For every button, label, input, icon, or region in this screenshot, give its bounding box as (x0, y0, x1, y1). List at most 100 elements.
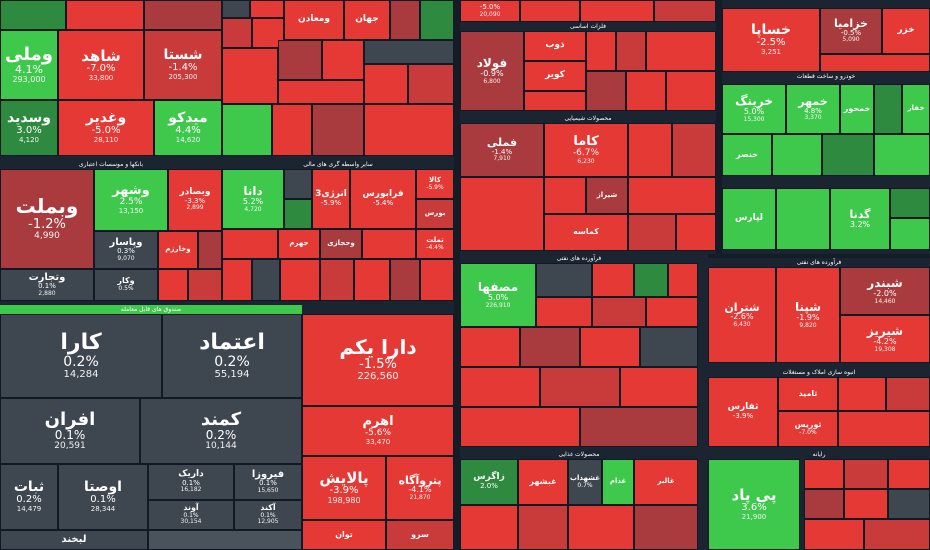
tile-palayesh[interactable]: پالایش -3.9% 198,980 (302, 456, 386, 520)
tile-small[interactable] (890, 188, 930, 218)
tile-shiraz2[interactable]: شیریز -4.2% 19,308 (840, 315, 930, 363)
tile-small[interactable] (460, 177, 544, 251)
tile-small[interactable] (198, 231, 222, 269)
tile-small[interactable] (188, 269, 222, 301)
tile-small[interactable] (646, 31, 716, 71)
tile-sarv[interactable]: سرو (386, 520, 454, 550)
tile-afran[interactable]: افران 0.1% 20,591 (0, 398, 140, 464)
tile-khaspa[interactable]: خساپا -2.5% 3,251 (722, 8, 820, 72)
tile-etemad[interactable]: اعتماد 0.2% 55,194 (162, 314, 302, 398)
tile-dred-top[interactable] (144, 0, 222, 30)
tile-small[interactable] (148, 530, 302, 550)
tile-piad[interactable]: پی پاد 3.6% 21,900 (708, 459, 800, 550)
tile-small[interactable] (616, 31, 646, 71)
tile-small[interactable] (568, 505, 634, 550)
tile-small[interactable] (886, 377, 930, 411)
tile-vahejazi[interactable]: وحجازی (320, 229, 362, 259)
tile-dariyek[interactable]: داریک 0.1% 16,182 (148, 464, 234, 500)
tile-zagros[interactable]: زاگرس 2.0% (460, 459, 518, 505)
tile-tavarid[interactable]: ثوریس -7.0% (778, 411, 838, 447)
tile-small[interactable] (536, 297, 592, 327)
tile-khamhor[interactable]: خمحور (840, 84, 874, 134)
tile-green-top[interactable] (0, 0, 66, 30)
tile-shirou[interactable]: شیراز (586, 177, 628, 214)
tile-small[interactable] (222, 104, 272, 156)
tile-small[interactable] (646, 297, 698, 327)
tile-kara[interactable]: کارا 0.2% 14,284 (0, 314, 162, 398)
tile-shtran[interactable]: شتران -2.6% 6,430 (708, 267, 776, 363)
tile-koor[interactable]: کویر (524, 61, 586, 91)
tile-small[interactable] (420, 259, 454, 301)
tile-small[interactable] (838, 377, 886, 411)
tile-small[interactable] (822, 134, 874, 176)
tile-shbandar[interactable]: شبندر -2.0% 14,460 (840, 267, 930, 315)
tile-vamaaden[interactable]: ومعادن (284, 0, 344, 40)
tile-small[interactable] (804, 519, 864, 550)
tile-vabmellat[interactable]: وبملت -1.2% 4,990 (0, 169, 94, 269)
tile-tafars[interactable]: ثفارس -3.9% (708, 377, 778, 447)
tile-small[interactable] (580, 407, 698, 447)
tile-khamhr[interactable]: خمهر 4.8% 3,370 (786, 84, 840, 134)
tile-kamase[interactable]: کماسه (544, 214, 628, 251)
tile-khanasr[interactable]: خنصر (722, 134, 772, 176)
tile-small[interactable] (222, 0, 250, 18)
tile-small[interactable] (250, 0, 284, 18)
tile-boors[interactable]: بورس (416, 199, 454, 229)
tile-small[interactable] (804, 459, 844, 489)
tile-small[interactable] (628, 123, 672, 177)
tile-small[interactable] (672, 123, 716, 177)
tile-small[interactable] (420, 0, 454, 40)
tile-vasdid[interactable]: وسدید 3.0% 4,120 (0, 100, 58, 156)
tile-small[interactable] (626, 71, 666, 111)
tile-small[interactable] (580, 327, 640, 367)
tile-small[interactable] (354, 259, 390, 301)
tile-small[interactable] (284, 199, 312, 229)
tile-small[interactable] (668, 263, 698, 297)
tile-zob[interactable]: ذوب (524, 31, 586, 61)
tile-small[interactable] (252, 259, 280, 301)
tile-small[interactable] (460, 327, 520, 367)
tile-tamid[interactable]: ثامید (778, 377, 838, 411)
tile-small[interactable] (864, 519, 930, 550)
tile-shpna[interactable]: شپنا -1.9% 9,820 (776, 267, 840, 363)
tile-sabat[interactable]: ثبات 0.2% 14,479 (0, 464, 58, 530)
tile-small[interactable] (280, 259, 320, 301)
tile-small[interactable] (284, 169, 312, 199)
tile-small[interactable] (874, 84, 902, 134)
tile-small[interactable] (518, 505, 568, 550)
tile-khafar[interactable]: خفار (902, 84, 930, 134)
tile-small[interactable] (312, 104, 364, 156)
tile-vakharazm[interactable]: وخارزم (158, 231, 198, 269)
tile-parvagah[interactable]: پتروآگاه -4.1% 21,870 (386, 456, 454, 520)
tile-small[interactable] (654, 0, 716, 22)
tile-small[interactable] (592, 263, 634, 297)
tile-anerzhi[interactable]: انرژی3 -5.9% (312, 169, 350, 229)
tile-small[interactable] (580, 0, 654, 22)
tile-firouza[interactable]: فیروزا 0.1% 15,650 (234, 464, 302, 500)
tile-shasta[interactable]: شستا -1.4% 205,300 (144, 30, 222, 100)
tile-dana[interactable]: دانا 5.2% 4,720 (222, 169, 284, 229)
tile-small[interactable] (620, 367, 698, 407)
tile-vasadr[interactable]: وبصادر -3.3% 2,899 (168, 169, 222, 231)
tile-vaghdir[interactable]: وغدیر -5.0% 28,110 (58, 100, 154, 156)
tile-labkhand[interactable]: لبخند (0, 530, 148, 550)
tile-khazar[interactable]: خزر (882, 8, 930, 54)
tile-shahed[interactable]: شاهد -7.0% 33,800 (58, 30, 144, 100)
tile-small[interactable] (364, 64, 408, 104)
tile-small[interactable] (278, 80, 364, 104)
tile-aknd[interactable]: آکند 0.1% 12,905 (234, 500, 302, 530)
tile-kama[interactable]: کاما -6.7% 6,230 (544, 123, 628, 177)
tile-vapasar[interactable]: وپاسار 0.3% 9,070 (94, 231, 158, 269)
tile-small[interactable] (222, 259, 252, 301)
tile-small[interactable] (586, 31, 616, 71)
tile-jahan[interactable]: جهان (344, 0, 390, 40)
tile-small[interactable] (776, 188, 830, 250)
tile-small[interactable] (390, 0, 420, 40)
tile-small[interactable] (844, 459, 888, 489)
tile-small[interactable] (222, 18, 252, 48)
tile-small[interactable] (628, 177, 716, 214)
tile-small[interactable] (804, 489, 844, 519)
tile-small[interactable] (278, 40, 322, 80)
tile-famli[interactable]: فملی -1.4% 7,910 (460, 123, 544, 177)
tile-small[interactable] (628, 214, 676, 251)
